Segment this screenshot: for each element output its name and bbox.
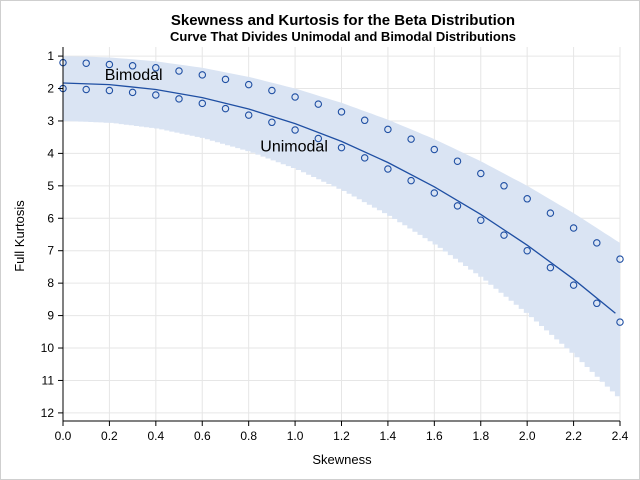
y-tick-label: 3 xyxy=(47,114,54,128)
data-point xyxy=(407,135,415,143)
chart-subtitle: Curve That Divides Unimodal and Bimodal … xyxy=(170,29,516,44)
x-tick-label: 0.6 xyxy=(194,429,211,443)
data-point xyxy=(337,108,346,116)
x-tick-label: 1.6 xyxy=(426,429,443,443)
data-point xyxy=(175,95,183,103)
data-point xyxy=(314,100,323,108)
x-axis-label: Skewness xyxy=(312,452,372,467)
data-point xyxy=(82,85,90,94)
data-point xyxy=(314,134,323,143)
data-point xyxy=(569,224,578,232)
data-point xyxy=(500,231,508,239)
data-point xyxy=(453,202,462,210)
y-tick-label: 6 xyxy=(47,211,54,225)
data-point xyxy=(407,176,415,185)
y-tick-label: 7 xyxy=(47,244,54,258)
x-tick-label: 2.4 xyxy=(612,429,629,443)
x-tick-label: 0.4 xyxy=(147,429,164,443)
x-tick-label: 1.4 xyxy=(380,429,397,443)
data-point xyxy=(477,169,485,178)
data-point xyxy=(593,239,601,247)
x-tick-label: 1.0 xyxy=(287,429,304,443)
data-point xyxy=(198,71,207,79)
data-point xyxy=(152,64,160,72)
data-point xyxy=(453,157,462,165)
y-axis-label: Full Kurtosis xyxy=(12,200,27,272)
y-tick-label: 2 xyxy=(47,82,54,96)
x-tick-label: 1.8 xyxy=(472,429,489,443)
chart-title: Skewness and Kurtosis for the Beta Distr… xyxy=(171,12,515,29)
y-tick-label: 11 xyxy=(42,374,55,388)
data-point xyxy=(430,189,439,197)
data-point xyxy=(105,60,114,69)
data-point xyxy=(221,75,230,84)
y-tick-label: 1 xyxy=(47,49,54,63)
y-tick-label: 12 xyxy=(41,406,55,420)
data-point xyxy=(105,86,114,95)
data-point xyxy=(500,182,508,190)
data-point xyxy=(360,116,369,125)
data-point xyxy=(244,80,253,89)
data-point xyxy=(175,67,183,75)
data-point xyxy=(384,165,392,173)
y-tick-label: 8 xyxy=(47,276,54,290)
x-tick-label: 0.2 xyxy=(101,429,118,443)
boundary-curve xyxy=(62,82,616,314)
data-point xyxy=(546,209,555,217)
prediction-band xyxy=(63,56,620,402)
data-point xyxy=(523,246,531,255)
data-point xyxy=(128,62,137,70)
x-tick-label: 0.0 xyxy=(55,429,72,443)
annotation-label: Unimodal xyxy=(260,138,328,155)
data-point xyxy=(430,145,439,154)
data-point xyxy=(82,59,90,67)
y-tick-label: 5 xyxy=(47,179,54,193)
data-point xyxy=(268,118,276,127)
data-point xyxy=(291,93,299,101)
data-point xyxy=(569,281,578,289)
x-tick-label: 2.2 xyxy=(565,429,582,443)
data-point xyxy=(360,154,369,162)
data-point xyxy=(128,88,137,97)
data-point xyxy=(384,125,392,134)
y-tick-label: 9 xyxy=(47,309,54,323)
data-point xyxy=(198,99,207,108)
y-tick-label: 4 xyxy=(47,146,54,160)
data-point xyxy=(477,216,485,224)
data-point xyxy=(616,318,624,326)
x-tick-label: 0.8 xyxy=(240,429,257,443)
data-point xyxy=(268,86,276,95)
data-point xyxy=(152,91,160,99)
y-tick-label: 10 xyxy=(41,341,55,355)
data-point xyxy=(291,126,299,134)
plot-area: Bimodal Unimodal 0.0 0.2 0.4 0.6 0.8 1.0 1.2 1.4 1… xyxy=(41,47,629,443)
data-point xyxy=(244,111,253,119)
data-point xyxy=(337,143,346,152)
data-point xyxy=(593,299,601,308)
data-point xyxy=(616,255,624,263)
x-tick-label: 2.0 xyxy=(519,429,536,443)
annotation-label: Bimodal xyxy=(105,67,163,84)
data-point xyxy=(546,263,555,272)
x-tick-label: 1.2 xyxy=(333,429,350,443)
data-point xyxy=(221,104,230,113)
data-point xyxy=(523,195,531,203)
